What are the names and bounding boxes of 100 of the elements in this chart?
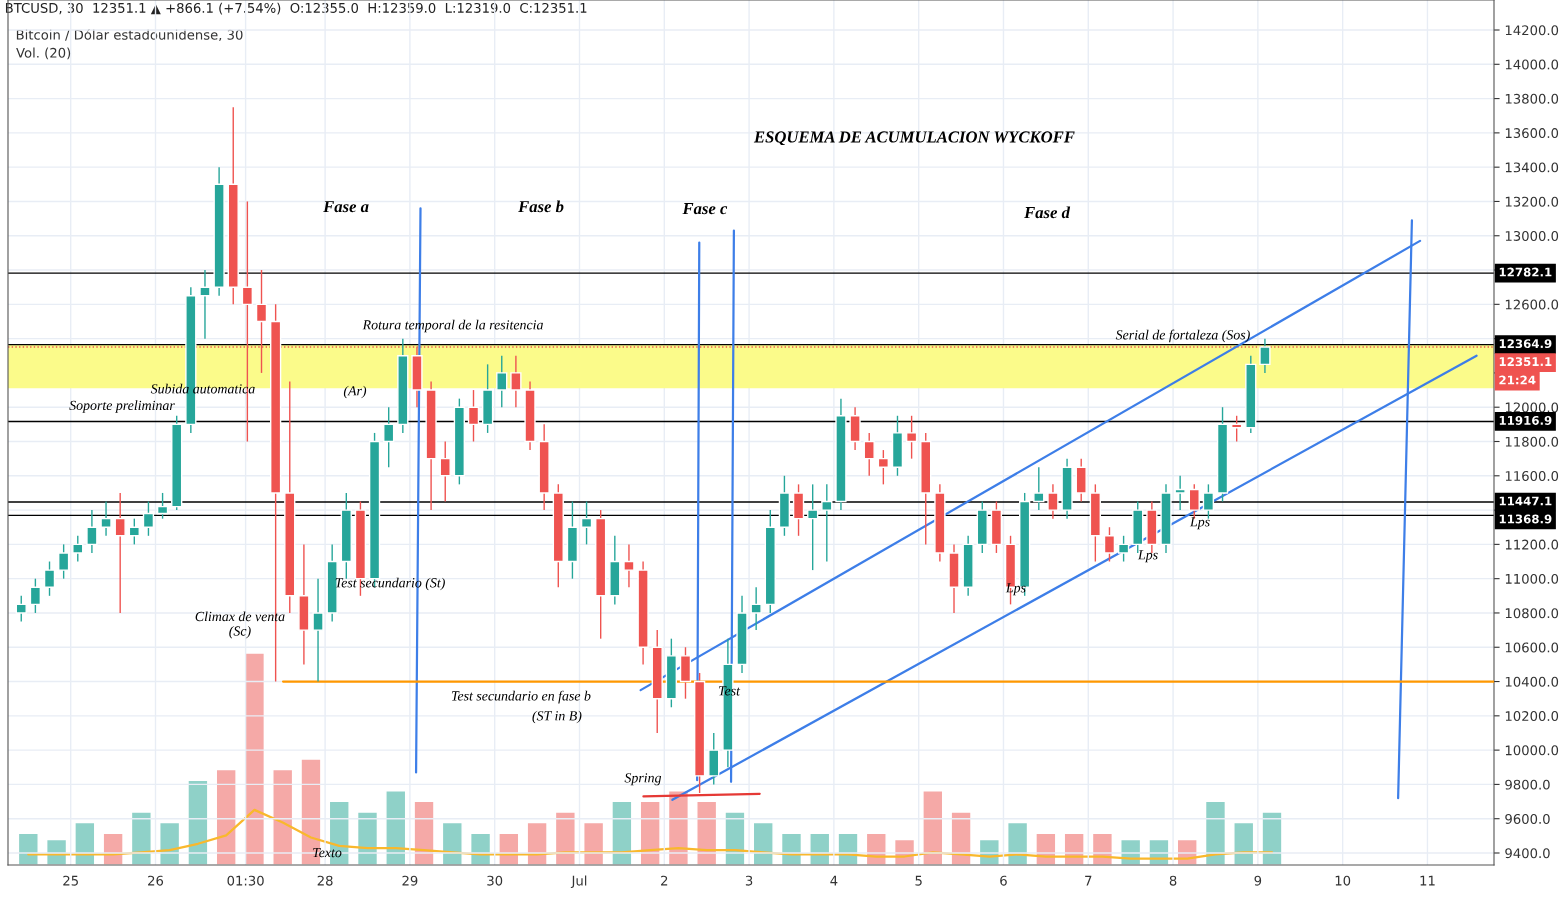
annotation: Fase d <box>1024 206 1071 219</box>
candlestick <box>467 389 480 443</box>
annotation: Vol. (20) <box>16 47 71 60</box>
y-tick-label: 13600.0 <box>1505 128 1559 139</box>
annotation: Texto <box>313 848 342 858</box>
y-tick-label: 10200.0 <box>1505 711 1559 722</box>
x-tick-label: Jul <box>570 875 587 889</box>
annotation: Fase b <box>518 200 564 213</box>
candlestick <box>1047 483 1059 520</box>
candlestick <box>156 492 169 520</box>
ref-line-label: 11447.1 <box>1499 496 1552 506</box>
annotation: Soporte preliminar <box>69 400 175 413</box>
x-tick-label: 7 <box>1085 875 1092 886</box>
candlestick <box>86 509 98 554</box>
candlestick <box>807 483 819 571</box>
candlestick <box>821 483 833 563</box>
x-tick-label: 10 <box>1335 875 1351 886</box>
bar <box>441 821 463 865</box>
y-tick-label: 14000.0 <box>1505 59 1559 70</box>
x-tick-label: 28 <box>317 875 333 886</box>
y-tick-label: 10400.0 <box>1505 676 1559 687</box>
bar <box>583 821 605 865</box>
y-tick-label: 9600.0 <box>1505 813 1550 824</box>
bar <box>272 768 294 865</box>
candlestick <box>1259 337 1271 374</box>
x-tick-label: 9 <box>1254 875 1262 886</box>
bar <box>950 811 972 865</box>
bar <box>413 800 435 865</box>
y-tick-label: 12600.0 <box>1505 299 1559 310</box>
annotation: Lps <box>1005 583 1026 596</box>
annotation: Serial de fortaleza (Sos) <box>1115 329 1250 343</box>
bar <box>724 811 746 865</box>
candlestick <box>312 577 324 683</box>
y-tick-label: 13200.0 <box>1505 196 1559 207</box>
bar <box>1204 800 1227 865</box>
x-tick-label: 25 <box>63 875 78 886</box>
candlestick <box>114 492 126 614</box>
ref-line-label: 12351.1 <box>1499 357 1552 367</box>
candlestick <box>750 586 762 631</box>
ref-line-label: 12782.1 <box>1499 267 1552 277</box>
annotation: (ST in B) <box>532 710 582 724</box>
y-tick-label: 13800.0 <box>1505 93 1559 104</box>
candlestick <box>439 440 451 503</box>
candlestick <box>383 406 395 468</box>
y-tick-label: 9400.0 <box>1505 848 1550 859</box>
candlestick <box>199 269 211 340</box>
candlestick <box>1174 475 1186 511</box>
candlestick <box>100 500 112 537</box>
bar <box>922 790 944 865</box>
annotation: Lps <box>1189 517 1210 530</box>
candlestick <box>623 543 635 588</box>
x-tick-label: 6 <box>1000 875 1007 886</box>
annotation: Spring <box>624 773 662 786</box>
candlestick <box>877 449 889 486</box>
bar <box>187 779 209 865</box>
y-tick-label: 10800.0 <box>1505 608 1559 619</box>
candlestick <box>1103 526 1116 563</box>
bar <box>752 821 774 865</box>
candlestick <box>43 560 56 597</box>
x-tick-label: 11 <box>1420 875 1435 886</box>
y-tick-label: 14200.0 <box>1505 25 1559 36</box>
candlestick <box>1117 535 1130 563</box>
bar <box>611 800 633 865</box>
bar <box>130 811 152 865</box>
candlestick <box>580 500 593 546</box>
candlestick <box>496 355 508 408</box>
y-tick-label: 11600.0 <box>1505 471 1559 481</box>
text: Bitcoin / Dólar estadounidense, 30 <box>16 29 243 42</box>
bar <box>1261 811 1283 865</box>
annotation: Lps <box>1137 550 1158 563</box>
candlestick <box>58 543 70 580</box>
ref-line-label: 12364.9 <box>1499 339 1552 349</box>
annotation: Fase c <box>682 203 728 215</box>
x-tick-label: 3 <box>745 875 753 886</box>
x-tick-label: 5 <box>915 875 922 886</box>
y-tick-label: 13400.0 <box>1505 162 1559 173</box>
candlestick <box>29 577 42 614</box>
bar <box>215 768 237 865</box>
x-tick-label: 29 <box>402 875 418 886</box>
x-tick-label: 2 <box>661 875 668 886</box>
y-tick-label: 12000.0 <box>1505 402 1559 413</box>
y-tick-label: 11200.0 <box>1505 539 1559 550</box>
x-tick-label: 30 <box>487 875 503 886</box>
bar <box>554 811 576 865</box>
y-tick-label: 10600.0 <box>1505 642 1559 653</box>
candlestick <box>142 500 155 537</box>
text: 21:24 <box>1499 375 1536 385</box>
y-tick-label: 9800.0 <box>1505 779 1550 790</box>
candlestick <box>72 535 84 563</box>
candlestick <box>1033 466 1045 511</box>
candlestick <box>128 517 140 546</box>
y-tick-label: 11800.0 <box>1505 436 1559 447</box>
candlestick <box>863 432 875 477</box>
y-tick-label: 13000.0 <box>1505 230 1559 241</box>
candlestick <box>510 355 522 408</box>
candlestick <box>15 595 27 623</box>
bar <box>385 790 407 865</box>
annotation: Test secundario en fase b <box>451 690 591 704</box>
y-tick-label: 11000.0 <box>1505 573 1559 584</box>
x-tick-label: 8 <box>1169 875 1177 886</box>
